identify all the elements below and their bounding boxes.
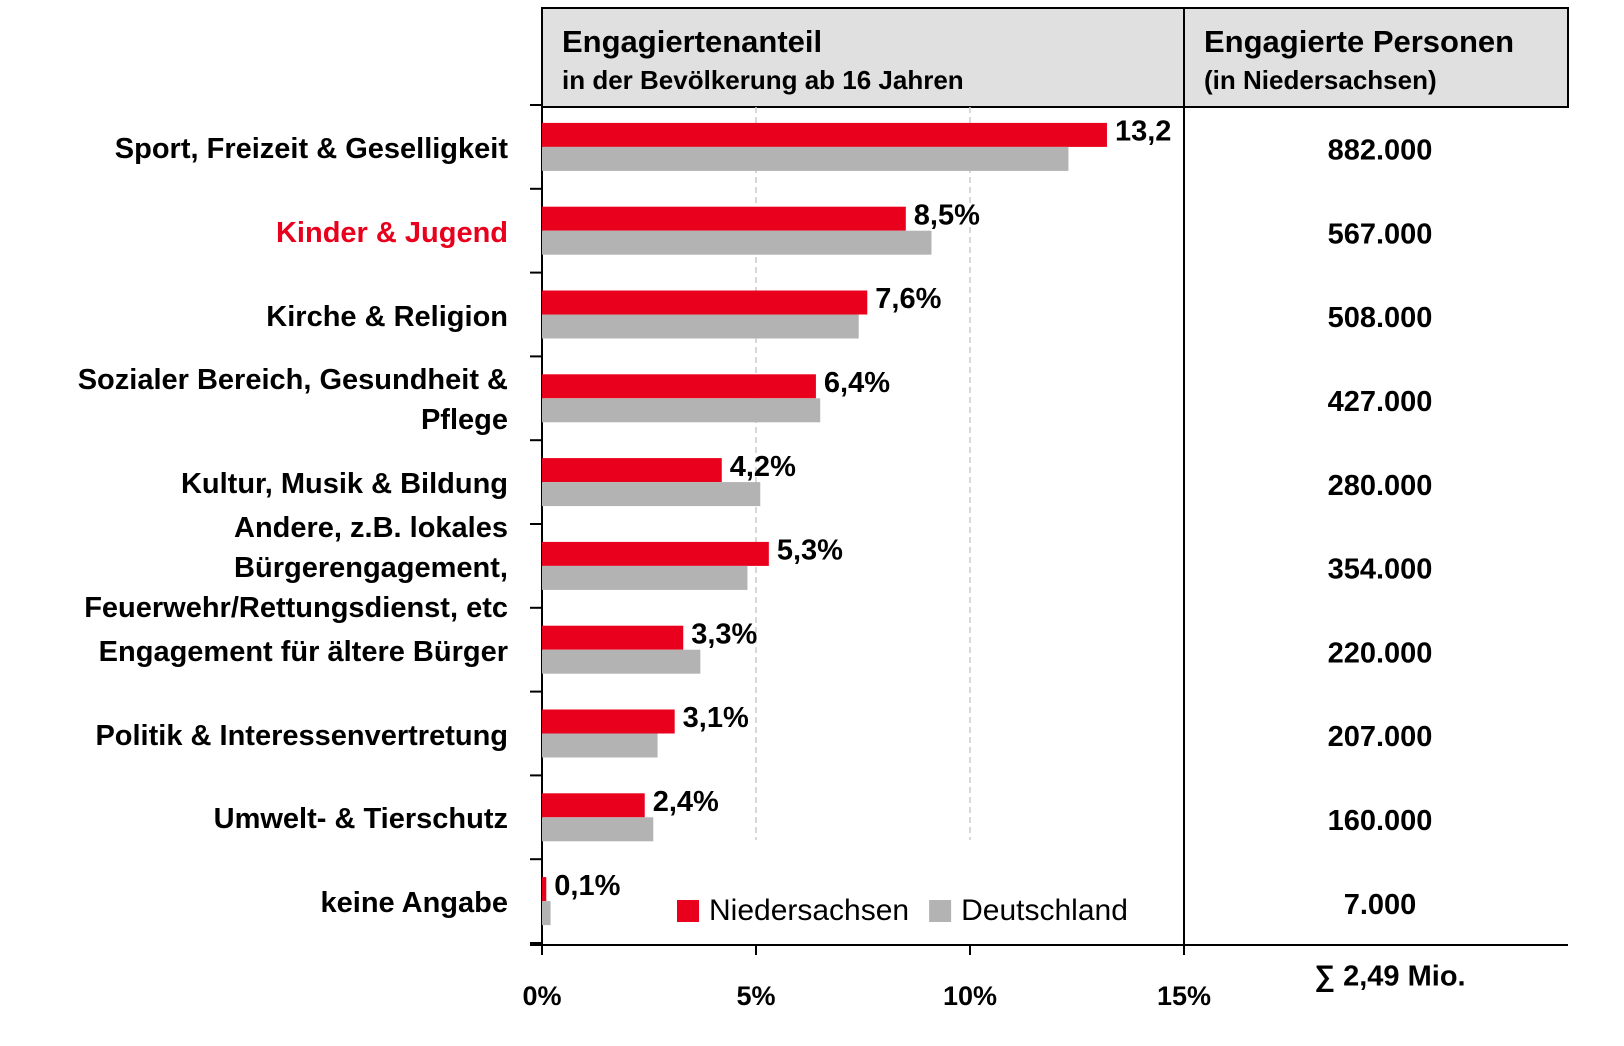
value-label: 7,6% xyxy=(875,283,941,315)
category-label: Kultur, Musik & Bildung xyxy=(180,468,508,501)
bar xyxy=(542,565,748,590)
persons-value: 160.000 xyxy=(1328,805,1433,837)
x-tick-label: 15% xyxy=(1157,981,1211,1011)
bar xyxy=(542,314,859,339)
persons-value: 427.000 xyxy=(1328,386,1433,418)
bar xyxy=(542,398,821,423)
bar xyxy=(542,230,932,255)
bar xyxy=(542,817,654,842)
right-title: Engagierte Personen xyxy=(1204,24,1514,59)
bar xyxy=(542,146,1069,171)
persons-value: 7.000 xyxy=(1344,889,1417,921)
legend-swatch xyxy=(929,900,952,922)
bar xyxy=(542,206,906,231)
bar xyxy=(542,458,722,483)
header-box xyxy=(541,7,1569,108)
bar xyxy=(542,877,547,902)
category-label: Andere, z.B. lokales Bürgerengagement, F… xyxy=(84,511,508,624)
bar xyxy=(542,733,658,758)
value-label: 6,4% xyxy=(824,367,890,399)
bar xyxy=(542,649,701,674)
bar xyxy=(542,709,675,734)
left-subtitle: in der Bevölkerung ab 16 Jahren xyxy=(562,65,964,95)
category-label: Kinder & Jugend xyxy=(275,216,508,249)
left-title: Engagiertenanteil xyxy=(562,24,822,59)
category-label: Sport, Freizeit & Geselligkeit xyxy=(114,132,508,165)
bar xyxy=(542,901,551,926)
value-label: 2,4% xyxy=(653,786,719,818)
legend-label: Niedersachsen xyxy=(709,894,909,927)
x-tick-label: 0% xyxy=(522,981,561,1011)
value-label: 0,1% xyxy=(554,870,620,902)
category-label: Sozialer Bereich, Gesundheit & Pflege xyxy=(77,364,508,437)
value-label: 8,5% xyxy=(914,199,980,231)
legend-label: Deutschland xyxy=(961,894,1128,927)
category-label: Engagement für ältere Bürger xyxy=(98,635,508,668)
value-label: 13,2 xyxy=(1115,116,1171,148)
bar xyxy=(542,122,1107,147)
value-label: 4,2% xyxy=(730,451,796,483)
category-label: Umwelt- & Tierschutz xyxy=(213,803,508,836)
bar xyxy=(542,290,868,315)
bar xyxy=(542,482,761,507)
value-label: 3,1% xyxy=(683,702,749,734)
x-tick-label: 10% xyxy=(943,981,997,1011)
bar xyxy=(542,541,769,566)
persons-value: 354.000 xyxy=(1328,554,1433,586)
category-label: Kirche & Religion xyxy=(266,300,508,333)
value-label: 3,3% xyxy=(691,618,757,650)
persons-value: 508.000 xyxy=(1328,302,1433,334)
persons-value: 280.000 xyxy=(1328,470,1433,502)
category-label: Politik & Interessenvertretung xyxy=(95,719,508,752)
value-label: 5,3% xyxy=(777,535,843,567)
bar xyxy=(542,793,645,818)
category-label: keine Angabe xyxy=(320,887,508,920)
persons-value: 567.000 xyxy=(1328,218,1433,250)
persons-value: 207.000 xyxy=(1328,721,1433,753)
legend-swatch xyxy=(677,900,699,922)
persons-value: 882.000 xyxy=(1328,135,1433,167)
persons-value: 220.000 xyxy=(1328,637,1433,669)
persons-sum: ∑ 2,49 Mio. xyxy=(1314,961,1465,993)
bar xyxy=(542,374,816,399)
x-tick-label: 5% xyxy=(736,981,775,1011)
right-subtitle: (in Niedersachsen) xyxy=(1204,65,1437,95)
bar xyxy=(542,625,684,650)
